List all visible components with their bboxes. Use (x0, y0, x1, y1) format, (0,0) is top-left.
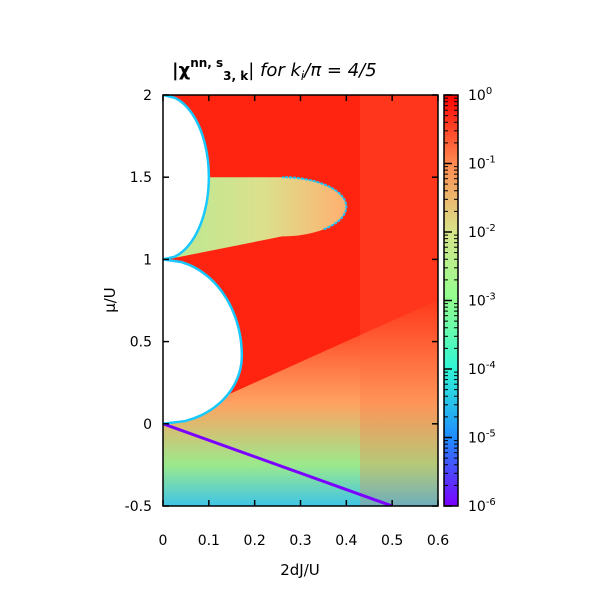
colorbar-ticks: 100 10-1 10-2 10-3 10-4 10-5 10-6 (444, 86, 496, 515)
lobe-2-region (163, 95, 209, 260)
y-tick-label: 1 (143, 252, 152, 268)
y-axis: -0.5 0 0.5 1 1.5 2 (125, 88, 438, 515)
lower-region-fill (163, 300, 438, 506)
y-tick-label: 2 (143, 88, 152, 104)
x-tick-label: 0.4 (335, 533, 357, 549)
x-tick-label: 0.2 (244, 533, 266, 549)
lobe2-band-region (163, 177, 347, 261)
lobe-2-boundary (163, 95, 211, 261)
lobe-1-region (163, 259, 242, 424)
x-tick-label: 0.1 (198, 533, 220, 549)
colorbar-tick-label: 10-2 (468, 223, 496, 241)
colorbar: 100 10-1 10-2 10-3 10-4 10-5 10-6 (443, 86, 496, 515)
x-tick-label: 0.3 (289, 533, 311, 549)
lobe-0-boundary (163, 422, 393, 506)
colorbar-tick-label: 100 (468, 86, 492, 104)
y-tick-label: 1.5 (130, 170, 152, 186)
colorbar-tick-label: 10-5 (468, 429, 496, 447)
chart-title: |χnn, s3, k| for ki/π = 4/5 (172, 56, 377, 83)
y-tick-label: 0.5 (130, 335, 152, 351)
colorbar-tick-label: 10-1 (468, 155, 496, 173)
y-axis-label: μ/U (101, 287, 119, 313)
x-tick-label: 0 (159, 533, 168, 549)
colorbar-tick-label: 10-6 (468, 497, 496, 515)
lobe-1-boundary (163, 258, 244, 426)
heatmap-plot-area (163, 95, 438, 506)
colorbar-tick-label: 10-4 (468, 360, 496, 378)
x-tick-label: 0.5 (381, 533, 403, 549)
y-tick-label: -0.5 (125, 499, 152, 515)
x-axis: 0 0.1 0.2 0.3 0.4 0.5 0.6 (159, 95, 449, 549)
x-axis-label: 2dJ/U (280, 561, 320, 579)
y-tick-label: 0 (143, 417, 152, 433)
band-boundary (282, 176, 348, 231)
right-shade (360, 95, 438, 506)
colorbar-tick-label: 10-3 (468, 292, 496, 310)
x-tick-label: 0.6 (427, 533, 449, 549)
